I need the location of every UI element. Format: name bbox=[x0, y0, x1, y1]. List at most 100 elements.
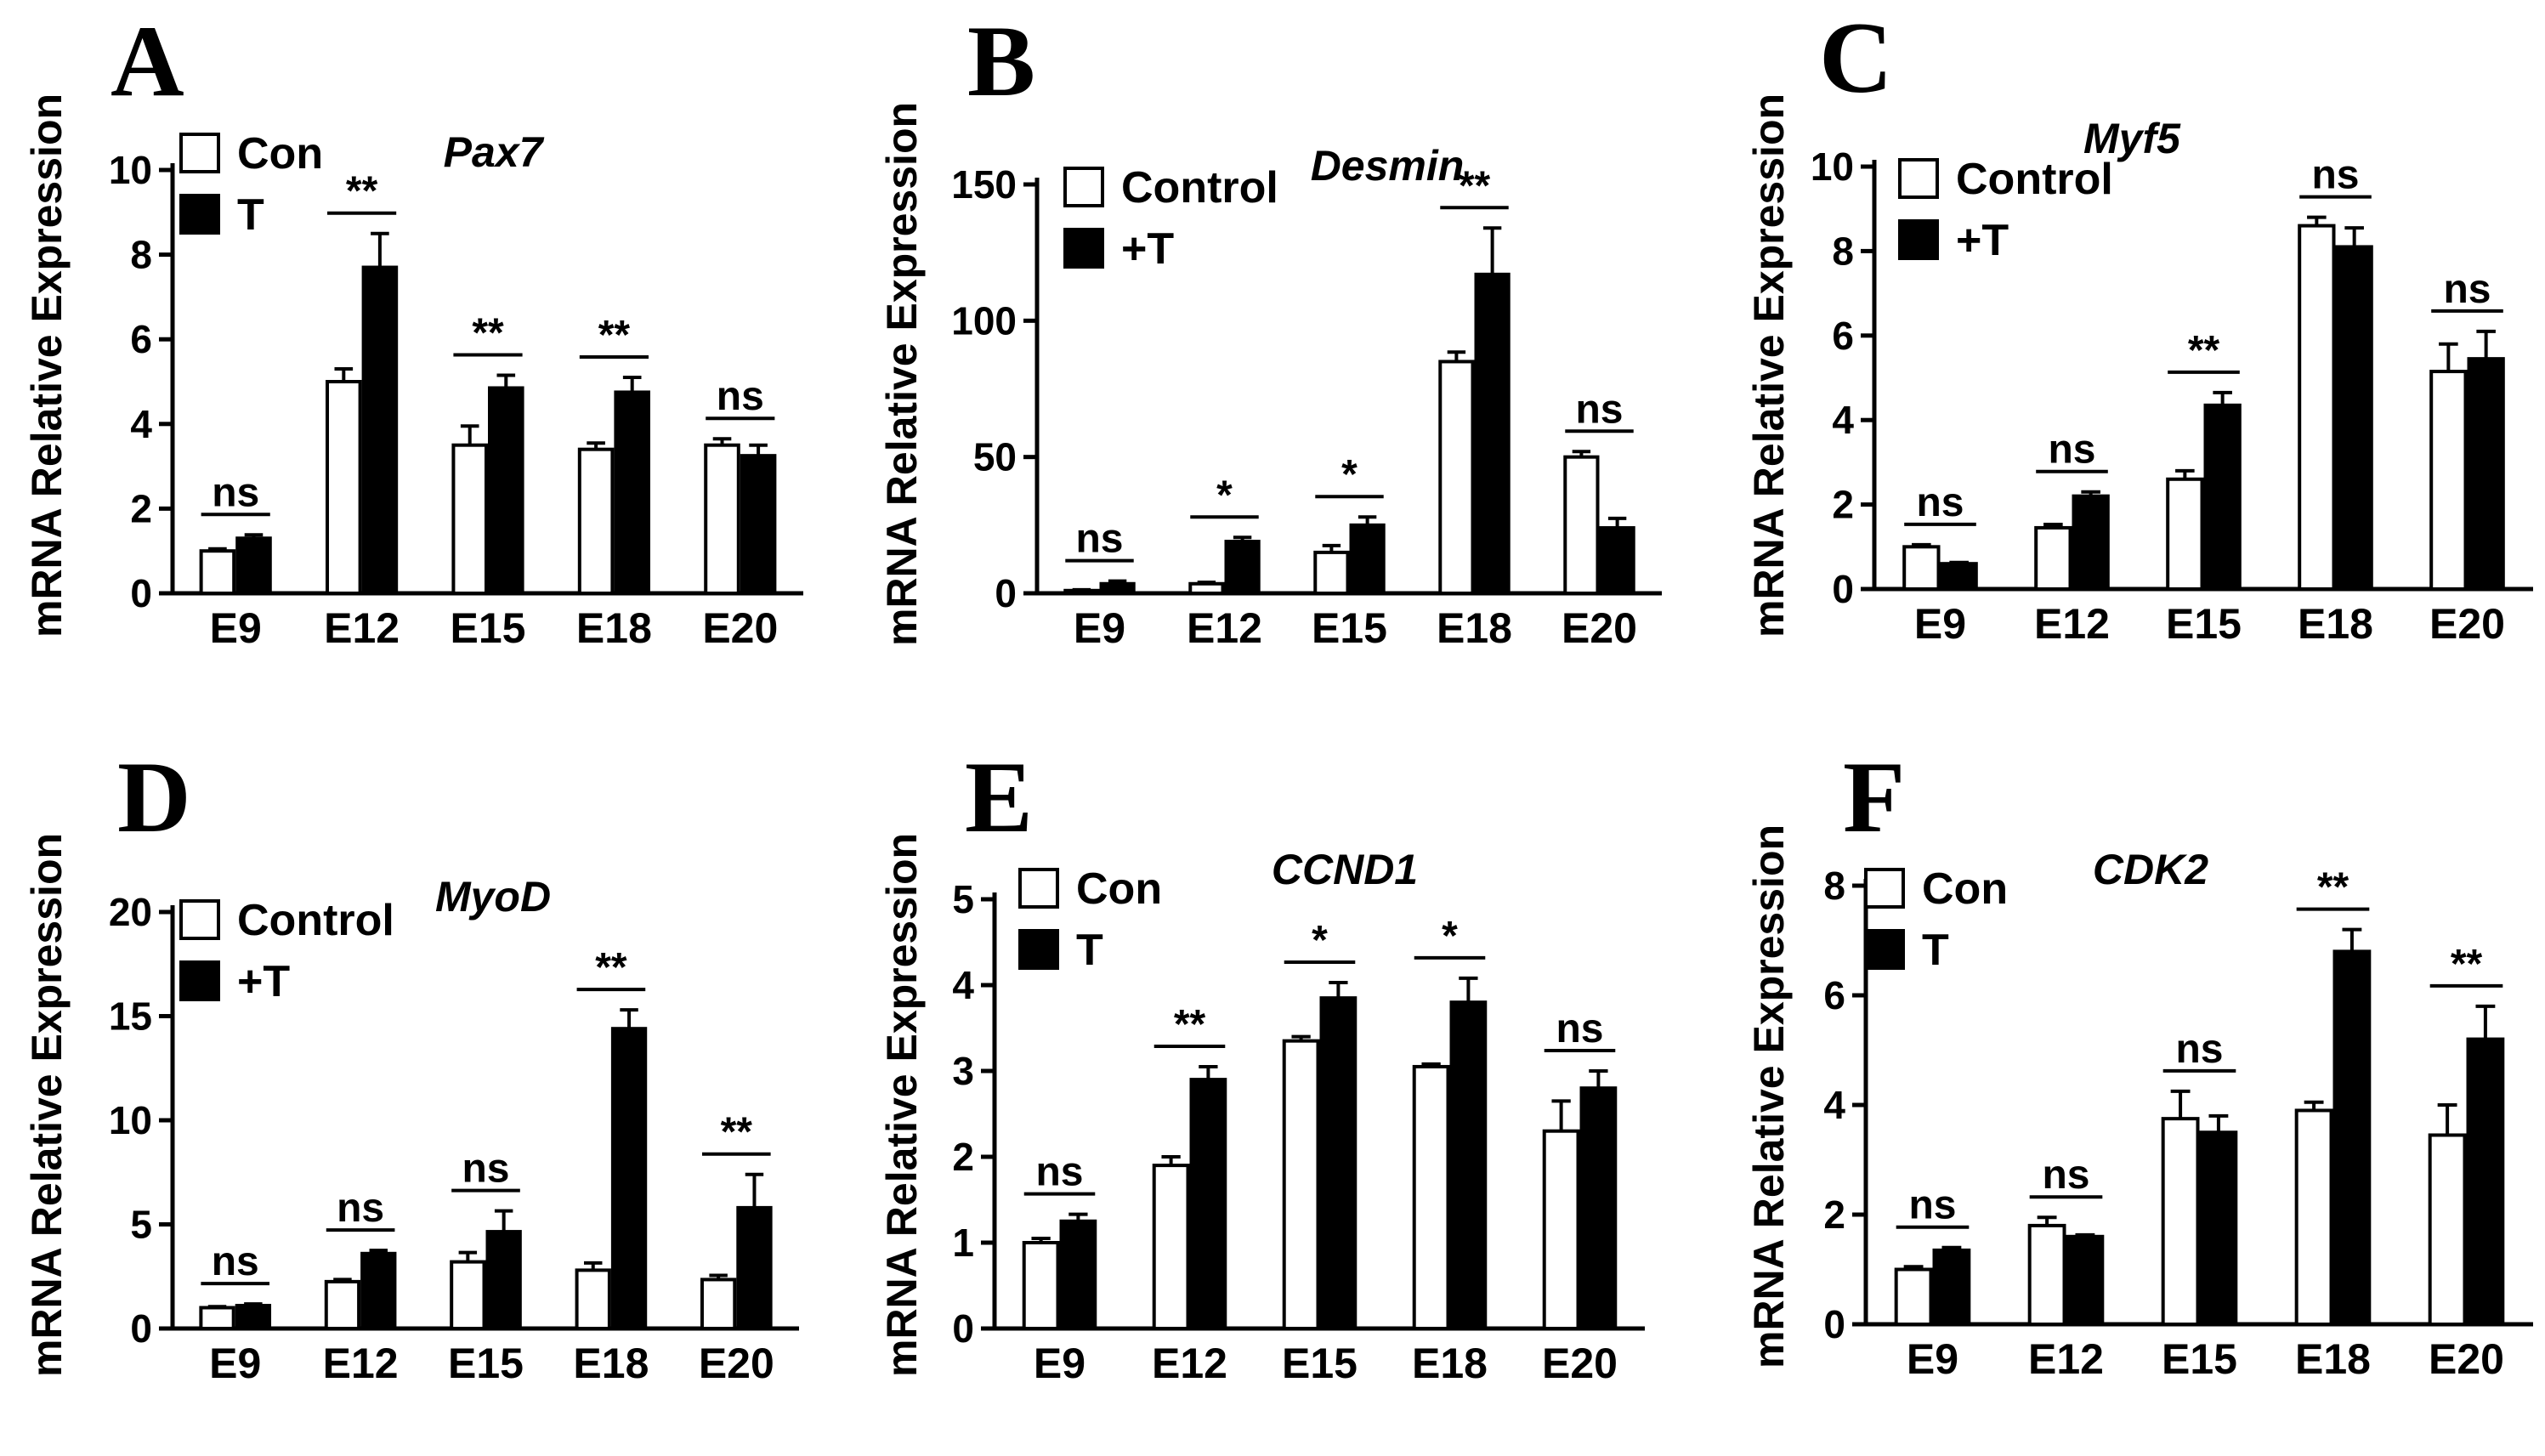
x-tick-label: E9 bbox=[1074, 604, 1125, 652]
bar-treated bbox=[2332, 949, 2372, 1327]
bar-treated bbox=[1189, 1078, 1227, 1330]
legend-swatch bbox=[1864, 868, 1905, 909]
x-tick-label: E20 bbox=[702, 604, 778, 652]
panel-a: A Pax7 mRNA Relative Expression 0 2 4 6 8 10 ns E9… bbox=[23, 4, 803, 652]
x-tick-label: E20 bbox=[1562, 604, 1637, 652]
significance-label: ns bbox=[337, 1186, 384, 1231]
bar-treated bbox=[235, 536, 272, 596]
x-tick-label: E20 bbox=[1542, 1340, 1618, 1387]
y-tick-label: 0 bbox=[1832, 567, 1854, 611]
bar-treated bbox=[740, 454, 777, 596]
bar-control bbox=[2428, 1133, 2467, 1326]
significance-label: * bbox=[1442, 914, 1458, 959]
legend-swatch bbox=[1018, 929, 1059, 970]
y-tick-label: 0 bbox=[130, 1306, 152, 1351]
chart-title: CDK2 bbox=[2093, 846, 2208, 893]
bar-treated bbox=[610, 1027, 648, 1330]
x-tick-label: E12 bbox=[323, 1340, 399, 1387]
significance-label: ** bbox=[346, 169, 378, 214]
y-tick-label: 50 bbox=[973, 435, 1017, 479]
y-axis-label: mRNA Relative Expression bbox=[23, 833, 71, 1377]
bar-treated bbox=[235, 1304, 272, 1331]
x-tick-label: E12 bbox=[2034, 600, 2110, 648]
y-tick-label: 4 bbox=[1823, 1083, 1845, 1127]
bar-control bbox=[575, 1268, 611, 1331]
legend-swatch bbox=[179, 194, 220, 235]
x-tick-label: E15 bbox=[1282, 1340, 1358, 1387]
chart-title: MyoD bbox=[435, 873, 551, 921]
significance-label: ** bbox=[2317, 865, 2349, 910]
bar-control bbox=[1542, 1129, 1580, 1330]
legend-label: Con bbox=[237, 129, 323, 178]
y-tick-label: 4 bbox=[1832, 398, 1854, 442]
significance-label: ns bbox=[1075, 517, 1123, 562]
bar-control bbox=[451, 443, 489, 596]
y-tick-label: 100 bbox=[951, 298, 1017, 343]
y-tick-label: 0 bbox=[952, 1306, 974, 1351]
x-tick-label: E18 bbox=[2295, 1335, 2371, 1383]
y-tick-label: 20 bbox=[109, 890, 152, 934]
x-tick-label: E20 bbox=[699, 1340, 774, 1387]
bar-treated bbox=[1932, 1248, 1971, 1327]
bar-treated bbox=[2466, 1037, 2505, 1326]
legend-label: +T bbox=[1121, 224, 1174, 274]
bar-treated bbox=[1599, 526, 1635, 595]
y-tick-label: 150 bbox=[951, 162, 1017, 207]
y-tick-label: 6 bbox=[1832, 314, 1854, 358]
y-tick-label: 1 bbox=[952, 1221, 974, 1265]
panel-d: D MyoD mRNA Relative Expression 0 5 10 15 20 ns E… bbox=[23, 740, 799, 1387]
x-tick-label: E18 bbox=[1437, 604, 1512, 652]
bar-treated bbox=[1474, 272, 1511, 595]
bar-control bbox=[2294, 1108, 2333, 1326]
bar-control bbox=[199, 549, 236, 596]
x-tick-label: E9 bbox=[1914, 600, 1966, 648]
y-tick-label: 2 bbox=[1823, 1193, 1845, 1237]
bar-treated bbox=[1940, 562, 1978, 591]
bar-control bbox=[1282, 1039, 1320, 1331]
legend-label: +T bbox=[1956, 216, 2009, 265]
bar-treated bbox=[1319, 996, 1358, 1331]
bar-treated bbox=[361, 265, 399, 595]
y-axis-label: mRNA Relative Expression bbox=[1745, 824, 1793, 1368]
x-tick-label: E9 bbox=[209, 1340, 261, 1387]
y-tick-label: 10 bbox=[109, 1098, 152, 1142]
legend-label: Con bbox=[1922, 864, 2008, 914]
bar-control bbox=[1022, 1241, 1060, 1330]
bar-treated bbox=[1059, 1219, 1097, 1330]
bar-treated bbox=[2203, 403, 2242, 591]
significance-label: * bbox=[1341, 452, 1358, 497]
x-tick-label: E12 bbox=[1187, 604, 1262, 652]
bar-treated bbox=[2467, 357, 2505, 591]
y-tick-label: 8 bbox=[1823, 864, 1845, 908]
significance-label: ns bbox=[1556, 1006, 1603, 1051]
significance-label: ns bbox=[462, 1147, 509, 1192]
bar-treated bbox=[488, 386, 524, 595]
bar-control bbox=[2298, 224, 2336, 591]
bar-control bbox=[450, 1260, 486, 1330]
chart-title: Myf5 bbox=[2083, 115, 2181, 162]
x-tick-label: E20 bbox=[2429, 1335, 2504, 1383]
bar-treated bbox=[736, 1205, 773, 1331]
bar-control bbox=[1894, 1267, 1933, 1326]
panel-letter: A bbox=[111, 4, 184, 117]
legend-swatch bbox=[179, 133, 220, 173]
legend-label: Control bbox=[1121, 163, 1278, 212]
y-axis-label: mRNA Relative Expression bbox=[878, 833, 926, 1377]
legend-label: Control bbox=[1956, 155, 2113, 204]
bar-control bbox=[2166, 477, 2204, 592]
x-tick-label: E9 bbox=[1034, 1340, 1085, 1387]
significance-label: ns bbox=[2443, 267, 2491, 312]
significance-label: ns bbox=[212, 470, 259, 515]
x-tick-label: E15 bbox=[2166, 600, 2242, 648]
significance-label: ns bbox=[2175, 1027, 2223, 1072]
y-tick-label: 2 bbox=[1832, 483, 1854, 527]
legend-swatch bbox=[179, 960, 220, 1001]
legend-label: Con bbox=[1076, 864, 1162, 914]
bar-treated bbox=[485, 1230, 522, 1330]
legend-swatch bbox=[1898, 219, 1939, 260]
x-tick-label: E20 bbox=[2429, 600, 2505, 648]
significance-label: ** bbox=[1174, 1002, 1206, 1047]
significance-label: ns bbox=[2042, 1153, 2089, 1198]
bar-control bbox=[704, 443, 740, 596]
legend-label: +T bbox=[237, 957, 290, 1006]
